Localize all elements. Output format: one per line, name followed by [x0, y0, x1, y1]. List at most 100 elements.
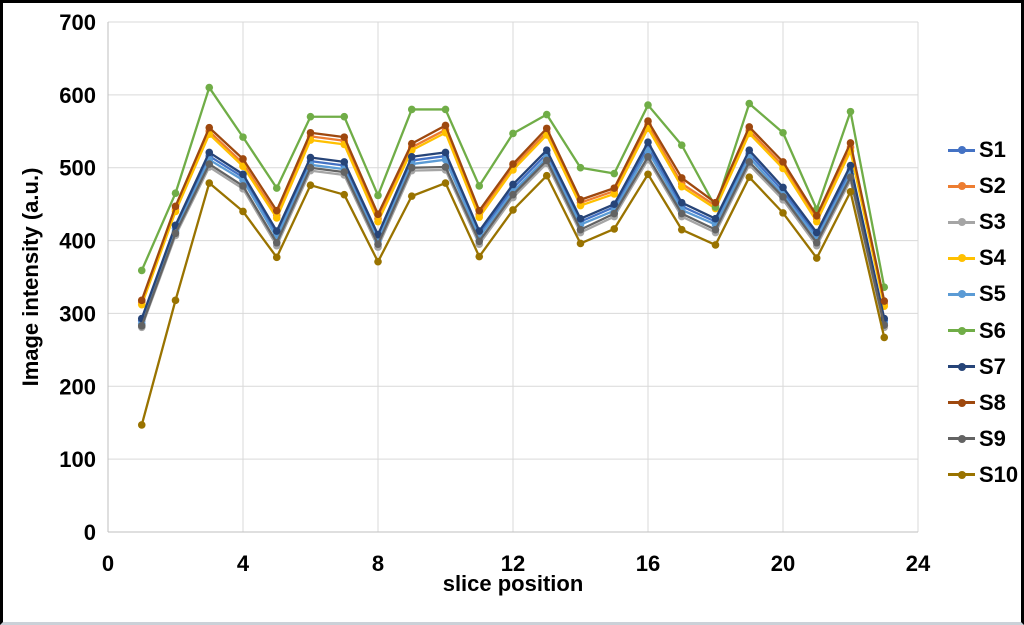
- data-point-S10: [745, 173, 754, 181]
- data-point-S9: [171, 229, 180, 238]
- data-point-S6: [272, 184, 281, 192]
- data-point-S6: [171, 189, 180, 198]
- data-point-S8: [374, 210, 382, 219]
- data-point-S10: [137, 421, 146, 429]
- data-point-S7: [272, 227, 281, 235]
- data-point-S7: [374, 230, 382, 239]
- data-point-S9: [509, 190, 517, 199]
- data-point-S9: [576, 225, 585, 234]
- data-point-S7: [745, 146, 754, 155]
- data-point-S8: [576, 195, 585, 204]
- data-point-S9: [644, 152, 652, 161]
- data-point-S10: [205, 179, 214, 187]
- data-point-S10: [610, 225, 619, 233]
- y-tick-label: 600: [59, 83, 96, 108]
- data-point-S9: [306, 163, 315, 172]
- data-point-S7: [576, 214, 585, 223]
- data-point-S7: [812, 228, 821, 237]
- data-point-S10: [374, 257, 382, 266]
- data-point-S8: [205, 123, 214, 132]
- data-point-S8: [745, 123, 754, 131]
- data-point-S8: [779, 158, 787, 166]
- data-point-S6: [137, 266, 146, 275]
- data-point-S7: [711, 214, 720, 223]
- data-point-S7: [644, 138, 652, 147]
- data-point-S6: [306, 112, 315, 121]
- data-point-S8: [407, 139, 416, 148]
- x-tick-label: 16: [636, 551, 660, 576]
- data-point-S10: [880, 333, 889, 342]
- data-point-S8: [137, 296, 146, 305]
- data-point-S4: [576, 201, 585, 210]
- data-point-S6: [610, 169, 619, 178]
- data-point-S7: [779, 183, 787, 192]
- data-point-S7: [239, 170, 247, 179]
- y-tick-label: 400: [59, 229, 96, 254]
- data-point-S8: [711, 198, 720, 207]
- data-point-S9: [745, 158, 754, 166]
- data-point-S9: [846, 173, 855, 181]
- data-point-S10: [272, 253, 281, 262]
- data-point-S9: [677, 209, 686, 218]
- data-point-S6: [407, 105, 416, 114]
- data-point-S10: [812, 254, 821, 262]
- data-point-S7: [509, 180, 517, 189]
- data-point-S8: [306, 128, 315, 137]
- data-point-S8: [239, 155, 247, 163]
- data-point-S9: [475, 237, 484, 246]
- data-point-S8: [677, 174, 686, 182]
- data-point-S8: [812, 212, 821, 220]
- data-point-S6: [340, 112, 349, 121]
- data-point-S10: [542, 171, 551, 180]
- data-point-S7: [205, 148, 214, 157]
- y-tick-label: 300: [59, 301, 96, 326]
- data-point-S9: [542, 156, 551, 165]
- x-tick-label: 20: [771, 551, 795, 576]
- y-tick-label: 0: [84, 520, 96, 545]
- data-point-S9: [711, 225, 720, 234]
- y-tick-label: 500: [59, 156, 96, 181]
- x-axis-title: slice position: [442, 571, 584, 596]
- data-point-S6: [509, 129, 517, 138]
- data-point-S6: [677, 141, 686, 149]
- y-tick-label: 100: [59, 447, 96, 472]
- data-point-S6: [205, 83, 214, 92]
- data-point-S7: [542, 146, 551, 155]
- data-point-S8: [644, 117, 652, 125]
- data-point-S8: [272, 206, 281, 215]
- data-point-S8: [610, 184, 619, 192]
- data-point-S9: [340, 168, 349, 176]
- x-tick-label: 24: [906, 551, 931, 576]
- data-point-S4: [475, 213, 484, 222]
- data-point-S9: [407, 163, 416, 172]
- data-point-S9: [779, 193, 787, 201]
- data-point-S10: [509, 206, 517, 214]
- data-point-S9: [239, 182, 247, 190]
- data-point-S10: [407, 192, 416, 200]
- data-point-S6: [374, 191, 382, 200]
- data-point-S7: [846, 161, 855, 170]
- data-point-S7: [407, 152, 416, 161]
- data-point-S10: [644, 170, 652, 179]
- data-point-S6: [239, 133, 247, 141]
- data-point-S7: [340, 158, 349, 166]
- data-point-S10: [779, 209, 787, 217]
- data-point-S6: [441, 105, 450, 114]
- x-tick-label: 8: [372, 551, 384, 576]
- data-point-S10: [340, 190, 349, 199]
- data-point-S8: [509, 160, 517, 168]
- data-point-S9: [610, 209, 619, 218]
- data-point-S10: [171, 296, 180, 305]
- data-point-S8: [880, 297, 889, 305]
- data-point-S7: [677, 198, 686, 207]
- data-point-S4: [239, 162, 247, 171]
- y-tick-label: 200: [59, 374, 96, 399]
- x-tick-label: 4: [237, 551, 250, 576]
- data-point-S8: [441, 121, 450, 130]
- data-point-S10: [239, 207, 247, 216]
- x-tick-label: 0: [102, 551, 114, 576]
- data-point-S6: [644, 101, 652, 109]
- data-point-S10: [846, 187, 855, 196]
- data-point-S8: [171, 202, 180, 211]
